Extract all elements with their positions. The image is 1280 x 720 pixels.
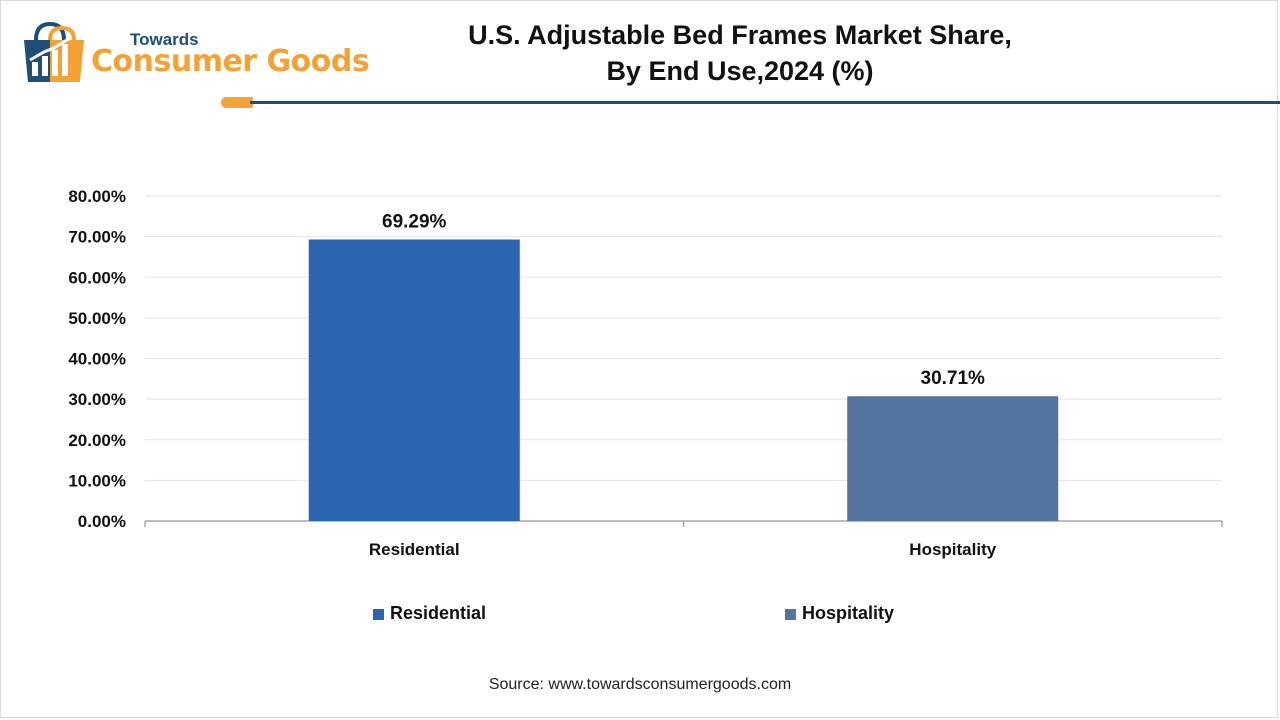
chart-title-line1: U.S. Adjustable Bed Frames Market Share, [468,20,1012,50]
x-tick-label: Residential [369,540,460,559]
brand-main-text: Consumer Goods [91,44,370,79]
y-tick-label: 10.00% [68,471,126,490]
brand-logo: Towards Consumer Goods [18,18,378,88]
legend-label-residential: Residential [390,603,487,623]
y-tick-label: 70.00% [68,228,126,247]
legend-swatch-residential [373,609,384,620]
bar-hospitality [847,396,1059,521]
data-label: 69.29% [382,212,447,233]
data-label: 30.71% [921,368,986,389]
y-tick-label: 80.00% [68,187,126,206]
y-tick-label: 50.00% [68,309,126,328]
legend-swatch-hospitality [785,609,796,620]
y-tick-label: 40.00% [68,350,126,369]
shopping-bag-icon [24,21,84,82]
y-tick-label: 60.00% [68,268,126,287]
y-tick-label: 0.00% [78,512,126,531]
source-note: Source: www.towardsconsumergoods.com [488,676,792,693]
chart-title: U.S. Adjustable Bed Frames Market Share,… [440,17,1040,89]
title-rule [250,101,1280,104]
chart-title-line2: By End Use,2024 (%) [606,56,874,86]
title-rule-cap [221,97,253,108]
bar-residential [308,239,520,521]
y-tick-label: 20.00% [68,431,126,450]
y-tick-label: 30.00% [68,390,126,409]
brand-top-text: Towards [130,30,199,49]
legend-label-hospitality: Hospitality [802,603,895,623]
x-tick-label: Hospitality [909,540,996,559]
